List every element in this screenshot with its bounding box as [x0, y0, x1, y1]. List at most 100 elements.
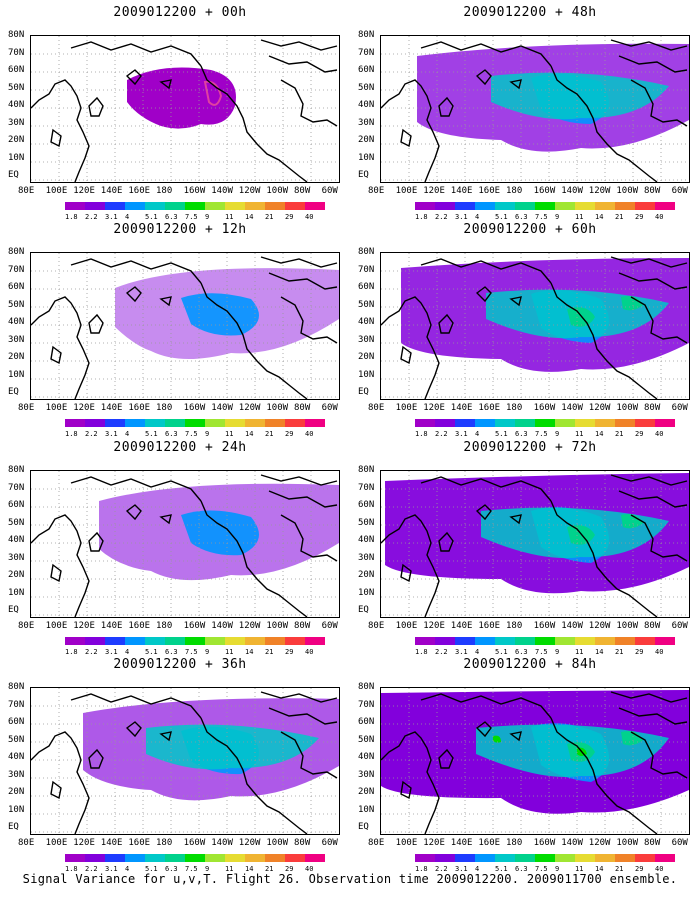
- map-panel: 2009012200 + 48h 80N 70N 60N 50N 40N 30N 20N 10N…: [358, 5, 700, 221]
- longitude-label: 120E: [73, 403, 95, 413]
- coastline: [381, 296, 440, 399]
- colorbar-label: 1.8: [65, 648, 78, 656]
- longitude-label: 140E: [450, 186, 473, 196]
- colorbar-swatch: [615, 419, 635, 427]
- latitude-label: 80N: [358, 247, 375, 257]
- latitude-label: 50N: [8, 734, 25, 745]
- longitude-label: 100W: [266, 403, 289, 413]
- colorbar-label: 14: [245, 430, 254, 438]
- latitude-label: EQ: [8, 605, 19, 615]
- colorbar-label: 5.1: [145, 865, 158, 873]
- colorbar-swatch: [165, 854, 185, 862]
- coastline: [125, 504, 142, 521]
- latitude-label: 60N: [8, 500, 25, 510]
- latitude-label: 30N: [8, 552, 25, 563]
- coastline: [159, 731, 172, 742]
- longitude-label: 60W: [671, 621, 688, 631]
- longitude-label: 120W: [588, 621, 611, 631]
- coastline: [475, 69, 492, 86]
- longitude-label: 60W: [671, 403, 688, 413]
- colorbar-label: 6.3: [515, 430, 528, 438]
- latitude-label: 70N: [358, 264, 375, 275]
- colorbar-label: 7.5: [535, 213, 548, 221]
- latitude-label: 20N: [358, 787, 375, 797]
- coastline: [280, 296, 338, 344]
- longitude-label: 80W: [644, 838, 661, 848]
- coastline: [70, 258, 202, 284]
- longitude-label: 80W: [644, 186, 661, 196]
- latitude-label: 80N: [8, 465, 25, 475]
- longitude-label: 140W: [561, 186, 583, 196]
- colorbar-label: 29: [635, 213, 644, 221]
- colorbar: [65, 419, 325, 427]
- colorbar-label: 40: [655, 648, 664, 656]
- longitude-label: 120E: [423, 838, 445, 848]
- colorbar-swatch: [245, 854, 265, 862]
- latitude-label: 60N: [8, 282, 25, 292]
- coastline: [260, 39, 338, 51]
- colorbar-swatch: [65, 637, 85, 645]
- latitude-label: 40N: [358, 100, 375, 110]
- colorbar-label: 4: [125, 430, 130, 438]
- colorbar-swatch: [635, 854, 655, 862]
- longitude-label: 120W: [238, 838, 261, 848]
- latitude-label: 10N: [358, 152, 375, 163]
- latitude-label: 60N: [358, 717, 375, 727]
- coastline: [381, 731, 440, 834]
- coastline: [400, 780, 412, 800]
- latitude-label: 50N: [358, 299, 375, 310]
- longitude-label: 80E: [368, 621, 385, 631]
- latitude-label: 20N: [8, 135, 25, 145]
- latitude-label: 60N: [358, 65, 375, 75]
- colorbar-label: 9: [555, 213, 560, 221]
- longitude-label: 160W: [533, 838, 556, 848]
- longitude-label: 160E: [478, 403, 501, 413]
- coastline: [438, 531, 454, 552]
- longitude-label: 160E: [128, 403, 151, 413]
- latitude-label: 70N: [358, 482, 375, 493]
- coastline: [260, 256, 338, 268]
- longitude-label: 80E: [18, 186, 35, 196]
- coastline: [475, 721, 492, 738]
- colorbar-label: 21: [265, 865, 274, 873]
- colorbar-swatch: [435, 637, 455, 645]
- longitude-label: 120W: [238, 186, 261, 196]
- longitude-label: 80E: [368, 186, 385, 196]
- coastline: [268, 272, 338, 290]
- latitude-label: 40N: [358, 752, 375, 762]
- colorbar-label: 2.2: [85, 865, 98, 873]
- colorbar-label: 11: [225, 213, 234, 221]
- longitude-label: 180: [506, 621, 523, 631]
- colorbar-label: 21: [265, 430, 274, 438]
- coastline: [475, 286, 492, 303]
- colorbar: [65, 202, 325, 210]
- coastline: [400, 128, 412, 148]
- coastline: [88, 313, 104, 334]
- longitude-label: 140W: [211, 621, 233, 631]
- colorbar-swatch: [305, 854, 325, 862]
- latitude-label: 20N: [8, 352, 25, 362]
- colorbar-label: 11: [225, 865, 234, 873]
- map-plot: [380, 470, 690, 618]
- colorbar-swatch: [495, 202, 515, 210]
- longitude-label: 140W: [561, 403, 583, 413]
- colorbar-swatch: [495, 854, 515, 862]
- colorbar-label: 1.8: [65, 213, 78, 221]
- latitude-label: 40N: [8, 752, 25, 762]
- coastline: [400, 563, 412, 583]
- colorbar-swatch: [185, 854, 205, 862]
- colorbar-label: 3.1: [105, 430, 118, 438]
- longitude-label: 100E: [395, 186, 418, 196]
- panel-title: 2009012200 + 36h: [113, 657, 247, 672]
- colorbar-label: 1.8: [415, 865, 428, 873]
- longitude-label: 140E: [100, 186, 123, 196]
- latitude-label: 10N: [358, 587, 375, 598]
- map-plot: [380, 252, 690, 400]
- panel-title: 2009012200 + 72h: [463, 440, 597, 455]
- colorbar-label: 40: [655, 430, 664, 438]
- longitude-label: 120W: [588, 403, 611, 413]
- latitude-label: 10N: [358, 804, 375, 815]
- colorbar-label: 14: [245, 865, 254, 873]
- map-plot: [380, 35, 690, 183]
- longitude-label: 160W: [533, 186, 556, 196]
